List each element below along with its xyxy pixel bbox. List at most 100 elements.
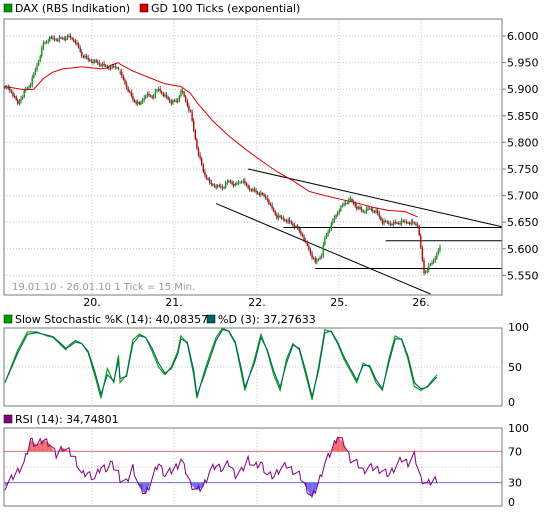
candle-body: [342, 205, 343, 206]
stochastic-y-tick-label: 100: [508, 321, 529, 334]
candle-body: [241, 182, 242, 183]
candle-body: [262, 193, 263, 195]
candle-body: [167, 97, 168, 99]
candle-body: [326, 235, 327, 238]
candle-body: [23, 91, 24, 97]
stochastic-y-tick-label: 0: [508, 396, 515, 409]
candle-body: [315, 258, 316, 262]
candle-body: [283, 218, 284, 219]
candle-body: [121, 72, 122, 76]
price-y-tick-label: 5.850: [507, 110, 539, 123]
candle-body: [276, 215, 277, 218]
candle-body: [4, 87, 5, 89]
candle-body: [435, 259, 436, 261]
candle-body: [9, 89, 10, 91]
candle-body: [339, 211, 340, 212]
candle-body: [12, 92, 13, 96]
candle-body: [14, 96, 15, 97]
candle-body: [390, 224, 391, 225]
candle-body: [361, 209, 362, 211]
candle-body: [403, 221, 404, 222]
candle-body: [126, 83, 127, 87]
candle-body: [335, 215, 336, 218]
candle-body: [375, 210, 376, 212]
price-x-tick-label: 21.: [165, 296, 183, 309]
candle-body: [30, 85, 31, 86]
candle-body: [215, 186, 216, 187]
candle-body: [174, 100, 175, 101]
candle-body: [212, 184, 213, 185]
candle-body: [137, 102, 138, 104]
legend-label-k: Slow Stochastic %K (14): 40,08357: [15, 313, 208, 326]
candle-body: [110, 68, 111, 69]
candle-body: [270, 204, 271, 205]
candle-body: [73, 39, 74, 41]
candle-body: [383, 221, 384, 224]
candle-body: [292, 224, 293, 226]
candle-body: [286, 221, 287, 222]
candle-body: [140, 102, 141, 104]
candle-body: [351, 199, 352, 202]
candle-body: [223, 187, 224, 188]
candle-body: [257, 192, 258, 193]
candle-body: [423, 260, 424, 273]
rsi-oversold-fill: [310, 483, 311, 497]
candle-body: [94, 60, 95, 62]
rsi-legend: RSI (14): 34,74801: [4, 413, 119, 426]
candle-body: [430, 264, 431, 265]
candle-body: [54, 39, 55, 40]
candle-body: [116, 67, 117, 68]
candle-body: [207, 179, 208, 180]
candle-body: [300, 231, 301, 234]
candle-body: [307, 241, 308, 245]
candle-body: [334, 218, 335, 221]
price-y-tick-label: 5.800: [507, 136, 539, 149]
candle-body: [391, 224, 392, 225]
candle-body: [332, 221, 333, 224]
candle-body: [163, 94, 164, 96]
candle-body: [249, 188, 250, 190]
candle-body: [70, 36, 71, 38]
candle-body: [353, 201, 354, 204]
candle-body: [348, 199, 349, 203]
candle-body: [289, 220, 290, 221]
rsi-overbought-fill: [342, 441, 343, 452]
candle-body: [311, 254, 312, 258]
candle-body: [39, 56, 40, 61]
rsi-overbought-fill: [49, 443, 50, 451]
rsi-overbought-fill: [339, 438, 340, 452]
candle-body: [143, 98, 144, 100]
candle-body: [71, 38, 72, 40]
candle-body: [193, 121, 194, 130]
candle-body: [358, 207, 359, 209]
candle-body: [407, 222, 408, 223]
candle-body: [35, 70, 36, 74]
candle-body: [89, 60, 90, 61]
rsi-oversold-fill: [200, 483, 201, 489]
candle-body: [331, 223, 332, 229]
candle-body: [417, 225, 418, 226]
candle-body: [92, 62, 93, 63]
candle-body: [27, 88, 28, 89]
candle-body: [100, 65, 101, 66]
candle-body: [299, 229, 300, 232]
rsi-oversold-fill: [143, 483, 144, 493]
rsi-overbought-fill: [31, 440, 32, 452]
candle-body: [265, 196, 266, 198]
candle-body: [209, 179, 210, 183]
candle-body: [367, 209, 368, 210]
candle-body: [321, 256, 322, 258]
candle-body: [164, 95, 165, 96]
candle-body: [31, 78, 32, 86]
rsi-overbought-fill: [46, 441, 47, 451]
candle-body: [278, 216, 279, 218]
candle-body: [20, 99, 21, 101]
candle-body: [279, 216, 280, 217]
candle-body: [255, 191, 256, 192]
rsi-oversold-fill: [195, 483, 196, 489]
legend-label-gd100: GD 100 Ticks (exponential): [151, 2, 300, 15]
candle-body: [260, 193, 261, 195]
rsi-overbought-fill: [341, 440, 342, 452]
candle-body: [271, 205, 272, 208]
candle-body: [319, 257, 320, 259]
